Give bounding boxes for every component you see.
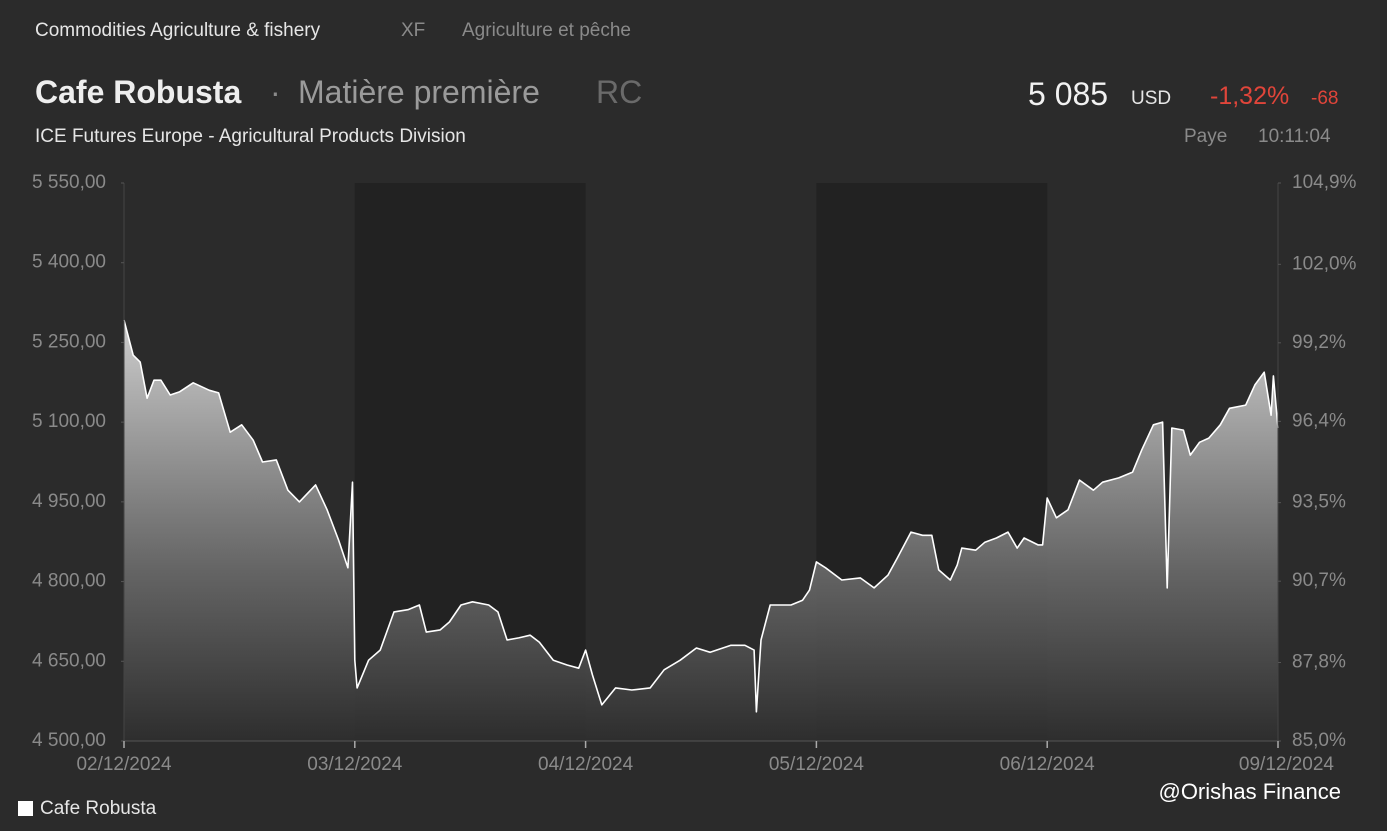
legend-swatch: [18, 801, 33, 816]
y2-tick-label: 102,0%: [1292, 253, 1357, 274]
session-band: [816, 183, 1048, 741]
price: 5 085: [1028, 76, 1109, 112]
line: [123, 319, 1279, 713]
symbol: RC: [596, 74, 643, 110]
y2-tick-label: 93,5%: [1292, 492, 1346, 513]
legend-label[interactable]: Cafe Robusta: [40, 798, 157, 819]
currency: USD: [1131, 88, 1172, 109]
y2-tick-label: 99,2%: [1292, 332, 1346, 353]
y2-tick-label: 96,4%: [1292, 410, 1346, 431]
y2-tick-label: 104,9%: [1292, 172, 1357, 193]
y-tick-label: 4 500,00: [32, 730, 106, 751]
y-tick-label: 4 950,00: [32, 491, 106, 512]
instrument-kind: Matière première: [298, 74, 540, 110]
y-tick-label: 4 800,00: [32, 571, 106, 592]
y2-tick-label: 87,8%: [1292, 652, 1346, 673]
x-tick-label: 06/12/2024: [1000, 754, 1096, 775]
y-tick-label: 5 100,00: [32, 411, 106, 432]
x-tick-label: 02/12/2024: [76, 754, 172, 775]
x-tick-label: 03/12/2024: [307, 754, 403, 775]
x-tick-label: 04/12/2024: [538, 754, 634, 775]
y-tick-label: 5 250,00: [32, 331, 106, 352]
x-tick-label: 09/12/2024: [1239, 754, 1335, 775]
breadcrumb[interactable]: Commodities Agriculture & fishery: [35, 20, 321, 41]
y2-tick-label: 90,7%: [1292, 570, 1346, 591]
y-tick-label: 5 400,00: [32, 252, 106, 273]
watermark: @Orishas Finance: [1158, 779, 1341, 804]
country: Paye: [1184, 126, 1228, 147]
session-band: [354, 183, 586, 741]
instrument-name: Cafe Robusta: [35, 74, 242, 110]
y2-tick-label: 85,0%: [1292, 730, 1346, 751]
time: 10:11:04: [1258, 126, 1331, 147]
change: -68: [1311, 88, 1339, 109]
area: [124, 320, 1278, 741]
change-percent: -1,32%: [1210, 82, 1290, 110]
category[interactable]: Agriculture et pêche: [462, 20, 631, 41]
y-tick-label: 4 650,00: [32, 650, 106, 671]
x-tick-label: 05/12/2024: [769, 754, 865, 775]
exchange-name: ICE Futures Europe - Agricultural Produc…: [35, 126, 466, 147]
y-tick-label: 5 550,00: [32, 172, 106, 193]
separator: ·: [270, 74, 281, 110]
exchange-code[interactable]: XF: [401, 20, 426, 41]
